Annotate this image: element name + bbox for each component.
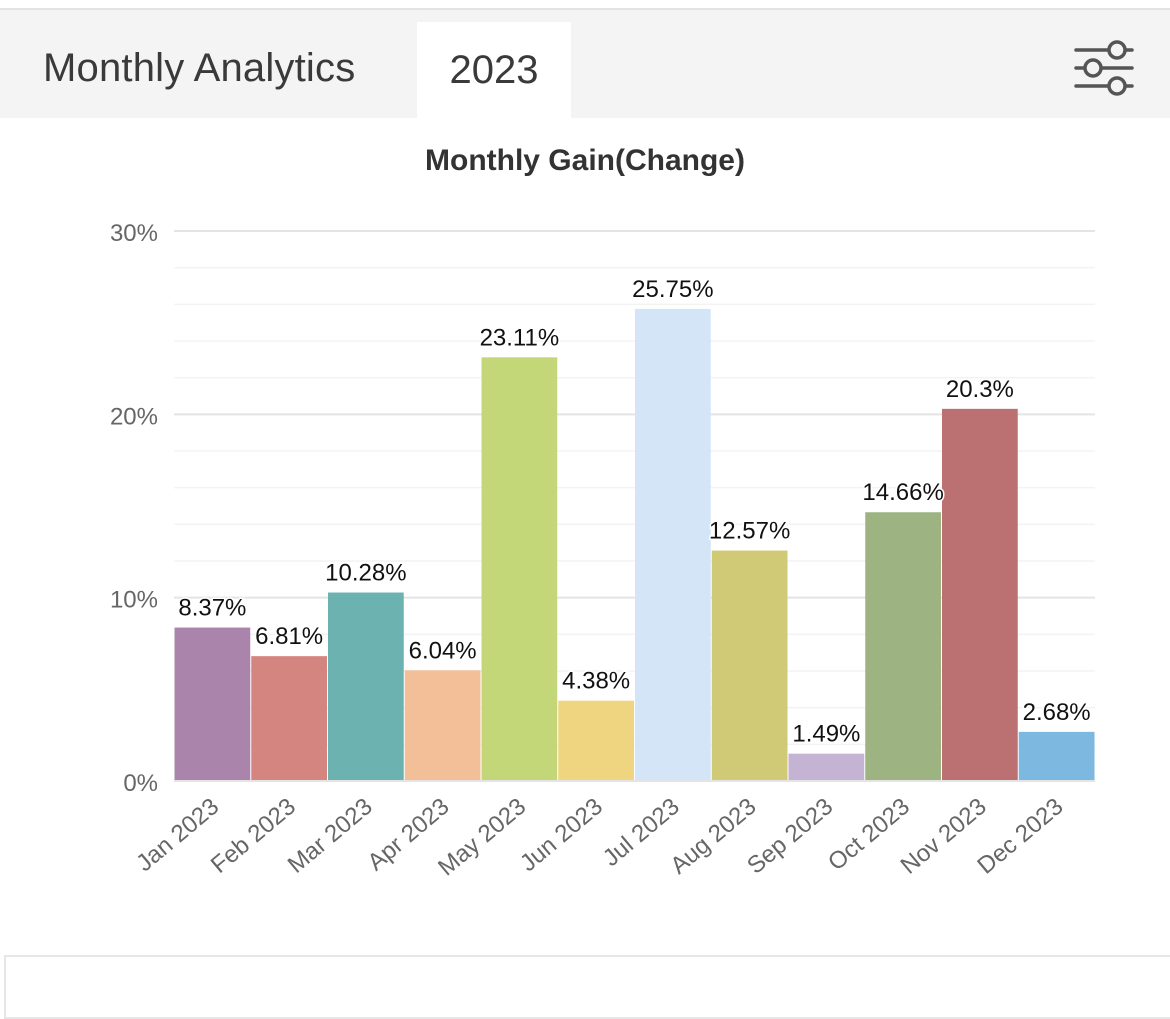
bar	[1018, 731, 1095, 781]
data-label: 1.49%	[792, 721, 860, 748]
x-tick-label: Sep 2023	[742, 793, 838, 880]
data-label: 14.66%	[862, 479, 943, 506]
bottom-panel	[4, 955, 1170, 1019]
data-label: 2.68%	[1023, 699, 1091, 726]
bar	[558, 700, 634, 781]
bar	[788, 753, 865, 781]
chart-title: Monthly Gain(Change)	[425, 144, 745, 177]
bar	[942, 408, 1018, 781]
tab-year-2023[interactable]: 2023	[417, 22, 571, 118]
data-label: 23.11%	[480, 324, 560, 351]
data-label: 10.28%	[325, 560, 406, 587]
bar	[481, 357, 558, 781]
bar	[865, 512, 941, 781]
data-label: 6.81%	[255, 623, 323, 650]
bar	[174, 627, 251, 781]
data-label: 8.37%	[178, 595, 246, 622]
x-tick-label: Mar 2023	[283, 793, 378, 879]
y-tick-label: 20%	[110, 403, 158, 430]
chart-panel: Monthly Gain(Change) 0% 10% 20% 30% 8.37% 6.8…	[0, 118, 1170, 948]
data-label: 4.38%	[562, 668, 630, 695]
page-title: Monthly Analytics	[43, 46, 356, 90]
x-tick-label: Jun 2023	[515, 793, 608, 877]
sliders-icon[interactable]	[1068, 38, 1140, 98]
bar	[328, 592, 404, 781]
y-tick-label: 0%	[123, 770, 158, 797]
bar-chart: 0% 10% 20% 30% 8.37% 6.81% 10.28% 6.04% 23.11% 4.…	[110, 220, 1095, 881]
x-tick-label: Dec 2023	[972, 793, 1068, 880]
bar	[711, 550, 788, 781]
top-divider	[0, 0, 1170, 10]
x-tick-label: Feb 2023	[206, 793, 301, 879]
header-bar: Monthly Analytics 2023	[0, 10, 1170, 118]
data-label: 20.3%	[946, 376, 1014, 403]
bar	[404, 670, 481, 781]
data-label: 25.75%	[632, 276, 713, 303]
y-tick-label: 10%	[110, 587, 158, 614]
data-label: 12.57%	[709, 518, 790, 545]
y-tick-label: 30%	[110, 220, 158, 247]
x-tick-label: Aug 2023	[665, 793, 761, 880]
x-tick-label: Nov 2023	[896, 793, 992, 880]
bar	[635, 308, 711, 781]
bar	[251, 656, 327, 781]
data-label: 6.04%	[409, 637, 477, 664]
